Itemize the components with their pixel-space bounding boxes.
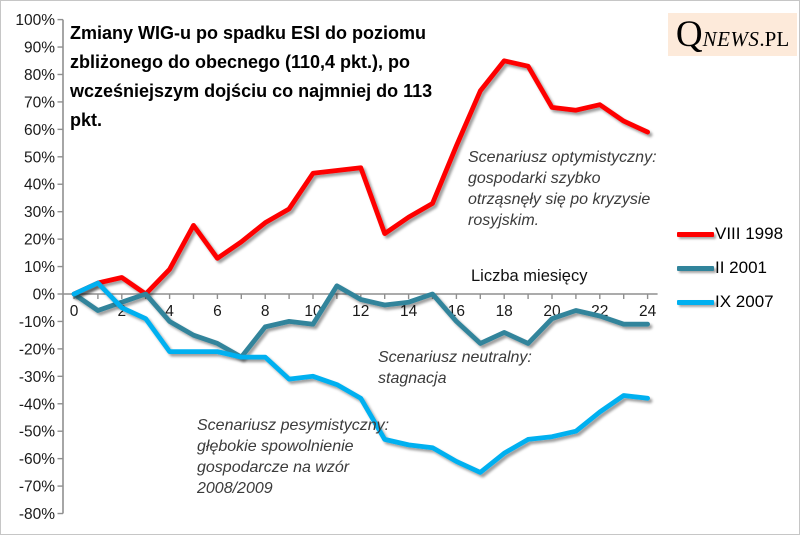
x-axis-tick-label: 6 [213, 303, 222, 320]
x-axis-tick-label: 0 [70, 303, 79, 320]
y-axis-tick-label: 30% [24, 204, 55, 221]
y-axis-tick-label: 0% [33, 287, 56, 304]
y-axis-tick-label: -70% [19, 479, 55, 496]
y-axis-tick-label: 20% [24, 232, 55, 249]
x-axis-tick-label: 18 [496, 303, 513, 320]
y-axis-tick-label: 90% [24, 40, 55, 57]
y-axis-tick-label: -80% [19, 506, 55, 523]
y-axis-tick-label: -10% [19, 314, 55, 331]
y-axis-tick-label: 70% [24, 94, 55, 111]
legend-label: IX 2007 [715, 292, 774, 311]
y-axis-tick-label: 50% [24, 149, 55, 166]
x-axis-tick-label: 14 [400, 303, 418, 320]
series-line-ix-2007 [71, 280, 650, 475]
y-axis-tick-label: -30% [19, 369, 55, 386]
qnews-logo: Q NEWS .PL [668, 13, 797, 56]
y-axis-tick-label: -40% [19, 396, 55, 413]
y-axis-tick-label: 10% [24, 259, 55, 276]
legend-item-ix-2007: IX 2007 [677, 290, 783, 314]
legend-item-viii-1998: VIII 1998 [677, 222, 783, 246]
x-axis-tick-label: 2 [117, 303, 126, 320]
y-axis-tick-label: 60% [24, 122, 55, 139]
chart-title: Zmiany WIG-u po spadku ESI do poziomu zb… [70, 23, 433, 130]
y-axis-tick-label: 40% [24, 177, 55, 194]
y-axis-tick-label: 100% [15, 12, 55, 29]
logo-pl: .PL [759, 27, 790, 51]
series-line-viii-1998 [71, 58, 650, 297]
legend-item-ii-2001: II 2001 [677, 256, 783, 280]
y-axis-tick-label: 80% [24, 67, 55, 84]
chart-legend: VIII 1998 II 2001 IX 2007 [677, 222, 783, 324]
legend-line-swatch-red [677, 231, 714, 237]
y-axis-tick-label: -50% [19, 424, 55, 441]
y-axis-tick-label: -20% [19, 341, 55, 358]
legend-label: II 2001 [715, 258, 767, 277]
legend-label: VIII 1998 [715, 224, 784, 243]
y-axis-tick-label: -60% [19, 451, 55, 468]
series-line-ii-2001 [71, 283, 650, 360]
x-axis-tick-label: 4 [165, 303, 174, 320]
annotation-pessimistic-scenario: Scenariusz pesymistyczny: głębokie spowo… [197, 417, 390, 497]
x-axis-tick-label: 24 [639, 303, 657, 320]
logo-q: Q [675, 14, 703, 55]
annotation-optimistic-scenario: Scenariusz optymistyczny: gospodarki szy… [468, 149, 657, 229]
x-axis-tick-label: 8 [261, 303, 270, 320]
legend-line-swatch-cyan [677, 299, 714, 305]
annotation-neutral-scenario: Scenariusz neutralny: stagnacja [378, 349, 532, 387]
logo-news: NEWS [702, 27, 760, 51]
legend-line-swatch-teal [677, 265, 714, 271]
x-axis-title: Liczba miesięcy [471, 267, 588, 285]
x-axis-tick-label: 12 [352, 303, 369, 320]
